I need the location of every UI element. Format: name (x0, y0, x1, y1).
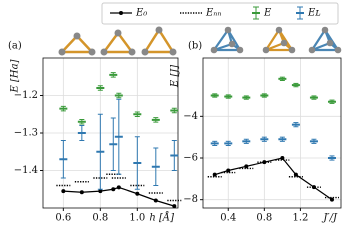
y-axis-label: E [J] (170, 65, 181, 88)
x-tick-label: 0.6 (55, 213, 71, 224)
e0-point (153, 198, 158, 203)
x-tick-label: 0.8 (92, 213, 108, 224)
plot-frame (202, 57, 342, 209)
e0-point (98, 189, 103, 194)
y-tick-label: −6 (183, 153, 198, 164)
x-tick-label: 1.0 (129, 213, 145, 224)
legend-label: Eₙₙ (205, 8, 221, 19)
e0-point (116, 185, 121, 190)
e0-point (244, 164, 249, 169)
e0-point (226, 168, 231, 173)
e0-point (61, 189, 66, 194)
legend-symbol (119, 11, 123, 15)
y-tick-label: −8 (183, 194, 198, 205)
e0-point (79, 190, 84, 195)
e0-point (311, 185, 316, 190)
y-axis-label: E [Ha] (10, 59, 21, 93)
e0-point (280, 156, 285, 160)
e0-line (63, 186, 175, 207)
y-tick-label: −1.3 (14, 128, 38, 139)
plot-frame (42, 57, 179, 209)
e0-point (262, 160, 267, 165)
legend-label: E (263, 8, 272, 19)
panel-label: (a) (8, 41, 22, 52)
panel-label: (b) (188, 41, 202, 52)
x-tick-label: 1.2 (292, 213, 308, 224)
e0-point (135, 191, 140, 196)
y-tick-label: −1.4 (14, 165, 38, 176)
x-axis-label: J′/J (321, 213, 338, 224)
x-axis-label: h [Å] (149, 212, 174, 224)
molecule-icons (58, 26, 177, 56)
e0-point (293, 172, 298, 177)
tetrahedron-icons (210, 26, 342, 54)
legend-label: E₀ (135, 8, 147, 19)
y-tick-label: −4 (183, 111, 198, 122)
e0-point (329, 197, 334, 202)
e0-point (212, 172, 217, 177)
x-tick-label: 0.4 (220, 213, 236, 224)
y-tick-label: −1.2 (14, 90, 38, 101)
x-tick-label: 0.8 (256, 213, 272, 224)
e0-point (172, 204, 177, 209)
legend-label: Eʟ (307, 8, 321, 19)
legend-box (101, 2, 339, 25)
e0-line (214, 157, 333, 201)
e0-point (111, 187, 116, 192)
